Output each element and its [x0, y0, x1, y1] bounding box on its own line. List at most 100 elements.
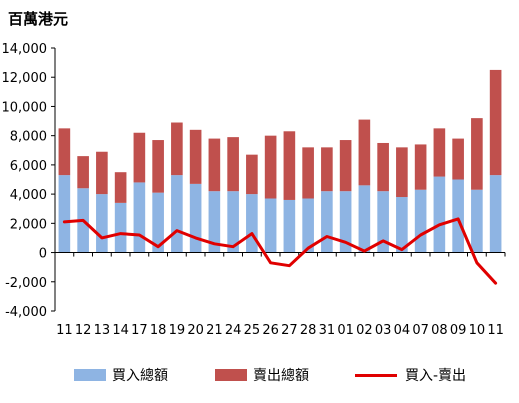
bar-buy-0 [58, 175, 71, 253]
y-tick-label-1: -2,000 [5, 276, 47, 291]
net-point-6 [176, 230, 178, 232]
y-tick-label-9: 14,000 [2, 42, 48, 57]
bar-sell-14 [321, 147, 333, 192]
net-point-15 [345, 241, 347, 243]
bar-buy-7 [189, 183, 202, 253]
axes-layer [51, 47, 506, 312]
y-tick-label-8: 12,000 [2, 71, 48, 86]
bar-sell-3 [114, 172, 127, 203]
net-point-4 [138, 234, 140, 236]
x-tick-label-3: 14 [112, 323, 129, 338]
legend-label-net: 買入-賣出 [405, 368, 467, 384]
x-tick-label-22: 10 [469, 323, 486, 338]
bar-sell-5 [152, 140, 164, 193]
bar-buy-16 [358, 185, 371, 253]
x-tick-label-14: 31 [319, 323, 336, 338]
bar-sell-21 [452, 138, 464, 180]
x-tick-label-5: 18 [150, 323, 167, 338]
legend-item-net: 買入-賣出 [355, 365, 466, 385]
bar-buy-20 [433, 176, 446, 253]
legend-swatch-sell [215, 369, 247, 381]
bar-sell-15 [339, 140, 352, 192]
bar-sell-4 [133, 132, 146, 183]
net-point-11 [270, 262, 272, 264]
y-tick-label-2: 0 [39, 247, 47, 262]
net-point-3 [120, 233, 122, 235]
bar-buy-11 [264, 198, 277, 253]
bar-buy-5 [152, 192, 164, 253]
bar-buy-6 [171, 175, 183, 253]
x-tick-label-15: 01 [337, 323, 354, 338]
bar-buy-10 [246, 194, 258, 253]
net-point-23 [495, 282, 497, 284]
bar-layer [58, 69, 502, 253]
bar-buy-22 [471, 189, 483, 253]
bar-sell-6 [171, 122, 183, 176]
net-point-18 [401, 249, 403, 251]
bar-sell-13 [302, 147, 314, 199]
net-point-13 [307, 247, 309, 249]
bar-buy-2 [96, 194, 108, 253]
bar-sell-10 [246, 154, 258, 195]
net-point-21 [457, 218, 459, 220]
net-point-16 [363, 250, 365, 252]
x-tick-label-2: 13 [94, 323, 111, 338]
net-point-20 [438, 224, 440, 226]
bar-sell-0 [58, 128, 71, 176]
x-tick-label-16: 02 [356, 323, 373, 338]
bar-sell-2 [96, 151, 108, 195]
net-point-8 [213, 243, 215, 245]
bar-buy-13 [302, 198, 314, 253]
y-unit-label: 百萬港元 [8, 10, 69, 28]
legend-label-sell: 賣出總額 [253, 368, 309, 384]
x-tick-label-0: 11 [56, 323, 73, 338]
legend-swatch-net [355, 373, 397, 377]
y-tick-label-7: 10,000 [2, 100, 48, 115]
bar-sell-19 [414, 144, 427, 190]
bar-sell-7 [189, 129, 202, 184]
bar-sell-11 [264, 135, 277, 199]
bar-sell-8 [208, 138, 221, 192]
net-point-1 [82, 219, 84, 221]
bar-sell-18 [396, 147, 408, 198]
legend-item-buy: 買入總額 [74, 365, 168, 385]
net-point-7 [195, 237, 197, 239]
bar-sell-20 [433, 128, 446, 177]
net-point-0 [63, 221, 65, 223]
bar-buy-8 [208, 191, 221, 253]
x-tick-label-10: 25 [244, 323, 261, 338]
y-tick-label-0: -4,000 [5, 305, 47, 320]
net-point-14 [326, 235, 328, 237]
net-point-2 [101, 237, 103, 239]
x-tick-label-21: 09 [450, 323, 467, 338]
bar-sell-23 [489, 69, 502, 176]
bar-buy-4 [133, 182, 146, 253]
bar-sell-1 [77, 156, 89, 189]
x-tick-label-4: 17 [131, 323, 148, 338]
x-tick-label-7: 20 [187, 323, 204, 338]
x-tick-label-13: 28 [300, 323, 317, 338]
x-tick-label-1: 12 [75, 323, 92, 338]
bar-buy-23 [489, 175, 502, 253]
legend-item-sell: 賣出總額 [215, 365, 309, 385]
y-tick-label-5: 6,000 [10, 159, 47, 174]
bar-buy-18 [396, 197, 408, 253]
x-tick-label-9: 24 [225, 323, 242, 338]
x-tick-label-23: 11 [487, 323, 504, 338]
net-point-19 [420, 234, 422, 236]
bar-buy-21 [452, 179, 464, 253]
bar-buy-3 [114, 202, 127, 253]
net-point-17 [382, 240, 384, 242]
bar-sell-22 [471, 118, 483, 190]
net-line [62, 217, 498, 285]
x-tick-label-19: 07 [412, 323, 429, 338]
x-tick-label-20: 08 [431, 323, 448, 338]
x-tick-label-6: 19 [169, 323, 186, 338]
bar-sell-9 [227, 137, 239, 192]
x-tick-label-18: 04 [394, 323, 411, 338]
bar-buy-14 [321, 191, 333, 253]
net-line-layer [62, 217, 498, 285]
net-point-22 [476, 262, 478, 264]
x-tick-label-8: 21 [206, 323, 223, 338]
